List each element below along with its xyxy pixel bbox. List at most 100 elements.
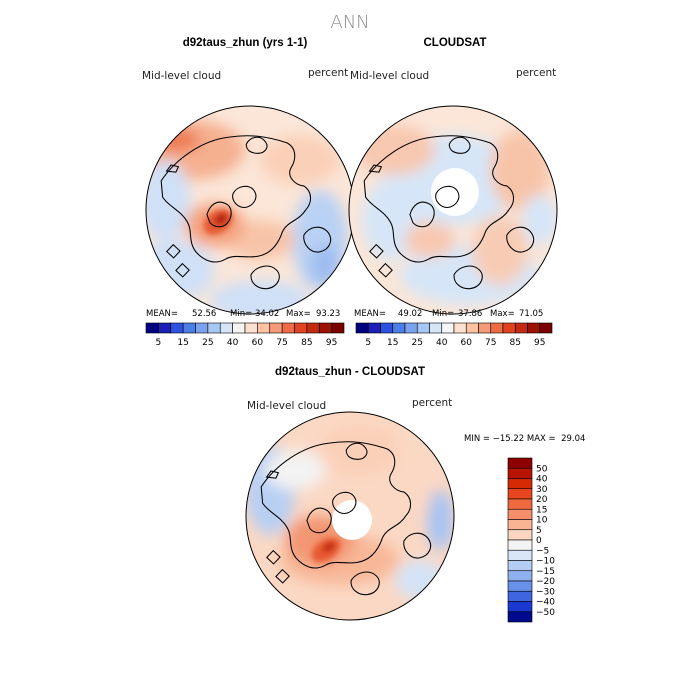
obs-colorbar-tick-label: 75 xyxy=(485,338,496,348)
obs-colorbar-tick-label: 15 xyxy=(387,338,398,348)
diff-map-border xyxy=(245,411,455,621)
diff-colorbar-box xyxy=(507,560,533,572)
obs-map-panel: Mid-level cloud percent MEAN= 49.02 Min=… xyxy=(348,67,558,348)
model-colorbar-box xyxy=(158,322,172,334)
diff-colorbar-tick-label: −30 xyxy=(536,587,555,597)
model-colorbar-box xyxy=(219,322,233,334)
model-panel-title: d92taus_zhun (yrs 1-1) xyxy=(183,37,308,49)
diff-colorbar-box xyxy=(507,539,533,551)
model-colorbar-tick-label: 40 xyxy=(227,338,239,348)
obs-colorbar-box xyxy=(404,322,418,334)
model-map-field xyxy=(146,106,354,314)
model-colorbar-box xyxy=(207,322,221,334)
obs-colorbar-box xyxy=(380,322,394,334)
model-min-label: Min= xyxy=(230,309,252,319)
diff-variable-label: Mid-level cloud xyxy=(247,400,326,412)
diff-colorbar-tick-label: 0 xyxy=(536,536,542,546)
diff-map-field xyxy=(246,412,454,620)
model-colorbar-tick-label: 95 xyxy=(326,338,337,348)
obs-colorbar-box xyxy=(453,322,467,334)
obs-colorbar-box xyxy=(355,322,369,334)
obs-colorbar-box xyxy=(465,322,479,334)
model-units-label: percent xyxy=(308,67,348,79)
diff-colorbar-tick-label: −15 xyxy=(536,567,555,577)
obs-min-label: Min= xyxy=(432,309,454,319)
model-colorbar-box xyxy=(306,322,320,334)
model-map-panel: Mid-level cloud percent M xyxy=(142,67,355,348)
model-colorbar-box xyxy=(331,322,345,334)
obs-colorbar-box xyxy=(416,322,430,334)
diff-colorbar-box xyxy=(507,590,533,602)
diff-colorbar-tick-label: 30 xyxy=(536,485,548,495)
model-colorbar: 5 15 25 40 60 75 85 95 xyxy=(145,322,345,348)
obs-map-border xyxy=(348,105,558,315)
diff-colorbar-box xyxy=(507,611,533,623)
diff-colorbar-box xyxy=(507,529,533,541)
diff-colorbar-tick-label: −50 xyxy=(536,608,555,618)
diff-colorbar-tick-label: 15 xyxy=(536,505,547,515)
diff-colorbar-tick-label: −20 xyxy=(536,577,555,587)
model-colorbar-box xyxy=(281,322,295,334)
diff-colorbar-box xyxy=(507,580,533,592)
obs-mean-label: MEAN= xyxy=(354,309,386,319)
obs-colorbar-tick-label: 40 xyxy=(436,338,448,348)
obs-colorbar-box xyxy=(502,322,516,334)
diff-colorbar-box xyxy=(507,498,533,510)
diff-colorbar-box xyxy=(507,488,533,500)
model-colorbar-tick-label: 60 xyxy=(252,338,264,348)
model-max-label: Max= xyxy=(286,309,311,319)
diff-colorbar-tick-label: −5 xyxy=(536,546,549,556)
obs-mean-value: 49.02 xyxy=(398,309,422,319)
model-mean-label: MEAN= xyxy=(146,309,178,319)
obs-colorbar-box xyxy=(514,322,528,334)
diff-colorbar-box xyxy=(507,478,533,490)
model-variable-label: Mid-level cloud xyxy=(142,70,221,82)
obs-colorbar-box xyxy=(527,322,541,334)
model-colorbar-box xyxy=(182,322,196,334)
diff-map-panel: Mid-level cloud percent MIN = −15.22 MAX… xyxy=(245,397,585,623)
model-colorbar-tick-label: 15 xyxy=(177,338,188,348)
model-colorbar-box xyxy=(294,322,308,334)
obs-colorbar-tick-label: 95 xyxy=(534,338,545,348)
obs-colorbar-box xyxy=(478,322,492,334)
obs-variable-label: Mid-level cloud xyxy=(350,70,429,82)
obs-min-value: 37.86 xyxy=(458,309,482,319)
obs-colorbar-tick-label: 5 xyxy=(365,338,371,348)
diff-colorbar-tick-label: 10 xyxy=(536,516,548,526)
obs-panel-title: CLOUDSAT xyxy=(423,37,486,49)
obs-colorbar-box xyxy=(429,322,443,334)
diff-colorbar-tick-label: 40 xyxy=(536,475,548,485)
season-title: ANN xyxy=(330,12,369,33)
model-colorbar-box xyxy=(269,322,283,334)
model-colorbar-tick-label: 5 xyxy=(156,338,162,348)
diff-colorbar-box xyxy=(507,457,533,469)
diff-colorbar-box xyxy=(507,570,533,582)
model-colorbar-box xyxy=(195,322,209,334)
model-colorbar-tick-label: 85 xyxy=(301,338,312,348)
diff-colorbar-box xyxy=(507,467,533,479)
model-mean-value: 52.56 xyxy=(192,309,216,319)
model-colorbar-tick-label: 25 xyxy=(202,338,213,348)
obs-colorbar-tick-label: 60 xyxy=(461,338,473,348)
diff-colorbar-box xyxy=(507,508,533,520)
model-colorbar-box xyxy=(257,322,271,334)
model-max-value: 93.23 xyxy=(316,309,340,319)
obs-max-label: Max= xyxy=(490,309,515,319)
obs-colorbar-box xyxy=(392,322,406,334)
diff-colorbar-tick-label: 20 xyxy=(536,495,548,505)
diff-colorbar-box xyxy=(507,601,533,613)
diff-colorbar-tick-label: −10 xyxy=(536,557,555,567)
diff-range-label: MIN = −15.22 MAX = 29.04 xyxy=(464,434,585,444)
obs-max-value: 71.05 xyxy=(519,309,543,319)
diff-colorbar-box xyxy=(507,519,533,531)
obs-units-label: percent xyxy=(516,67,556,79)
obs-colorbar-box xyxy=(539,322,553,334)
obs-colorbar-box xyxy=(490,322,504,334)
diff-colorbar-tick-label: 50 xyxy=(536,464,548,474)
obs-colorbar-tick-label: 85 xyxy=(510,338,521,348)
diff-colorbar-tick-label: −40 xyxy=(536,598,555,608)
diff-units-label: percent xyxy=(412,397,452,409)
obs-map-field xyxy=(349,106,557,314)
